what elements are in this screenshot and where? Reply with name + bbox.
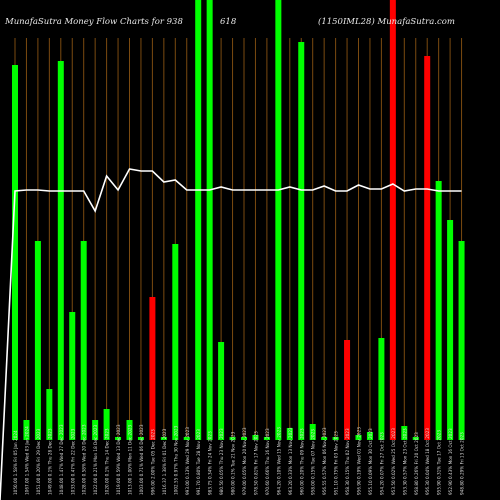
x-tick-label: 955.90 0.31% Tue 17 Oct 2023	[437, 430, 442, 495]
x-tick-label: 958.30 0.15% Thu 02 Nov 2023	[345, 428, 350, 495]
money-flow-bar	[103, 409, 110, 440]
money-flow-bar	[160, 437, 167, 440]
x-tick-label: 1050.00 1.58% Fri 05 Jan 2024	[13, 430, 18, 495]
money-flow-bar	[46, 389, 53, 440]
x-tick-label: 958.80 0.26% Fri 20 Oct 2023	[414, 432, 419, 495]
x-tick-label: 1033.00 0.47% Fri 22 Dec 2023	[70, 428, 75, 495]
x-tick-label: 963.20 0.33% Mon 13 Nov 2023	[288, 427, 293, 495]
money-flow-bar	[252, 435, 259, 440]
x-tick-label: 964.20 0.10% Wed 15 Nov 2023	[276, 427, 281, 495]
money-flow-bar	[115, 437, 122, 440]
money-flow-bar	[275, 0, 282, 440]
x-tick-label: 980.50 0.05% Thu 23 Nov 2023	[219, 428, 224, 495]
x-tick-label: 1003.00 0.71% Wed 06 Dec 2023	[139, 424, 144, 495]
money-flow-bar	[286, 428, 293, 440]
money-flow-bar	[309, 424, 316, 440]
money-flow-bar	[435, 181, 442, 440]
money-flow-bar	[412, 437, 419, 440]
money-flow-bar	[447, 220, 454, 440]
money-flow-bar	[172, 244, 179, 440]
money-flow-bar	[366, 432, 373, 440]
money-flow-bar	[401, 426, 408, 440]
x-tick-label: 958.00 0.15% Tue 07 Nov 2023	[311, 429, 316, 495]
money-flow-bar	[195, 0, 202, 440]
x-axis-tick-labels: 1050.00 1.58% Fri 05 Jan 2024 1067.00 1.5…	[13, 424, 465, 495]
money-flow-bar	[137, 437, 144, 440]
money-flow-bar	[69, 312, 76, 440]
chart-title-right: (1150IML28) MunafaSutra.com	[318, 17, 455, 27]
x-tick-label: 952.90 0.43% Mon 16 Oct 2023	[448, 428, 453, 495]
x-tick-label: 956.90 0.19% Wed 01 Nov 2023	[357, 427, 362, 495]
x-tick-label: 955.10 0.09% Mon 30 Oct 2023	[368, 428, 373, 495]
money-flow-bar	[458, 241, 465, 440]
x-tick-label: 953.30 0.57% Mon 23 Oct 2023	[402, 428, 407, 495]
x-tick-label: 1022.00 0.21% Mon 18 Dec 2023	[93, 424, 98, 495]
money-flow-bar	[149, 297, 156, 440]
price-line	[0, 168, 462, 500]
x-tick-label: 954.20 0.07% Fri 27 Oct 2023	[379, 432, 384, 495]
money-flow-bar	[80, 241, 87, 440]
money-flow-bar	[321, 437, 328, 440]
money-flow-bar	[34, 241, 41, 440]
money-flow-bar	[241, 437, 247, 440]
money-flow-bar	[229, 437, 236, 440]
x-tick-label: 991.70 0.80% Tue 28 Nov 2023	[196, 429, 201, 495]
x-tick-label: 970.60 0.66% Thu 16 Nov 2023	[265, 428, 270, 495]
x-tick-label: 956.30 0.04% Wed 18 Oct 2023	[425, 428, 430, 495]
money-flow-bar	[298, 42, 305, 440]
money-flow-bar	[263, 437, 270, 440]
x-tick-label: 948.80 0.29% Fri 13 Oct 2023	[460, 432, 465, 495]
x-tick-label: 996.00 2.00% Tue 05 Dec 2023	[150, 429, 155, 495]
money-flow-bar	[92, 420, 99, 440]
x-tick-label: 978.50 0.81% Fri 17 Nov 2023	[253, 431, 258, 495]
money-flow-bar	[378, 338, 385, 440]
x-tick-label: 956.55 0.57% Mon 06 Nov 2023	[322, 427, 327, 495]
x-tick-label: 1067.00 1.54% Wed 03 Jan 2024	[24, 426, 29, 495]
x-tick-label: 960.00 0.20% Thu 09 Nov 2023	[299, 428, 304, 495]
chart-title-left: MunafaSutra Money Flow Charts for 938	[5, 17, 183, 27]
x-tick-label: 1051.00 0.20% Fri 29 Dec 2023	[36, 428, 41, 495]
bars	[12, 0, 465, 440]
money-flow-bar	[126, 420, 133, 440]
money-flow-bar	[23, 420, 30, 440]
x-tick-label: 980.00 0.1% Tue 21 Nov 2023	[231, 431, 236, 495]
x-tick-label: 1002.55 0.97% Thu 30 Nov 2023	[173, 425, 178, 495]
x-tick-label: 1016.37 1.38% Fri 01 Dec 2023	[162, 428, 167, 495]
money-flow-bar	[332, 437, 339, 440]
x-tick-label: 983.75 0.34% Fri 24 Nov 2023	[208, 431, 213, 495]
x-tick-label: 953.50 0.02% Wed 25 Oct 2023	[391, 428, 396, 495]
x-tick-label: 993.00 0.13% Wed 29 Nov 2023	[185, 427, 190, 495]
price-line-path	[0, 168, 462, 500]
money-flow-bar	[57, 61, 64, 440]
x-tick-label: 1048.00 1.47% Wed 27 Dec 2023	[59, 424, 64, 495]
money-flow-bar	[344, 340, 351, 440]
x-tick-label: 1019.00 0.59% Wed 13 Dec 2023	[116, 424, 121, 495]
money-flow-bar	[389, 0, 396, 440]
money-flow-bar	[218, 342, 225, 440]
x-tick-label: 1049.00 0.1% Thu 28 Dec 2023	[47, 428, 52, 495]
money-flow-bar	[206, 0, 213, 440]
x-tick-label: 1013.00 1.00% Mon 11 Dec 2023	[128, 424, 133, 495]
x-tick-label: 979.00 0.05% Mon 20 Nov 2023	[242, 427, 247, 495]
money-flow-bar	[183, 437, 190, 440]
x-tick-label: 951.10 0.75% Fri 03 Nov 2023	[334, 431, 339, 495]
money-flow-bar	[424, 56, 431, 440]
chart-title-middle: 618	[220, 17, 237, 27]
money-flow-bar	[12, 65, 18, 440]
x-tick-label: 1028.00 0.58% Wed 20 Dec 2023	[82, 424, 87, 495]
x-tick-label: 1020.00 0.1% Thu 14 Dec 2023	[105, 428, 110, 495]
money-flow-bar	[355, 435, 362, 440]
